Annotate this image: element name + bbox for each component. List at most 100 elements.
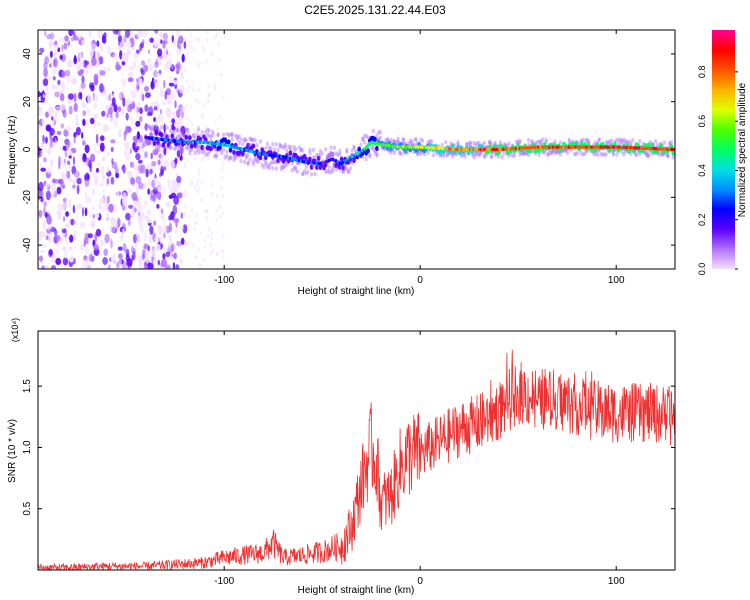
ridge-halo (315, 152, 319, 158)
noise-speckle (68, 105, 73, 115)
ridge-halo (301, 171, 305, 176)
noise-speckle (115, 111, 119, 119)
noise-speckle (215, 217, 218, 222)
ridge-halo (311, 155, 315, 160)
ridge-cell (403, 147, 407, 154)
noise-speckle (144, 200, 148, 206)
ridge-halo (624, 138, 628, 144)
ridge-halo (271, 141, 275, 147)
noise-speckle (110, 216, 116, 225)
noise-speckle (125, 125, 128, 135)
noise-speckle (205, 150, 209, 155)
noise-speckle (168, 222, 172, 233)
ridge-cell (170, 133, 175, 139)
noise-speckle (176, 109, 181, 118)
ridge-halo (193, 135, 197, 141)
noise-speckle (139, 107, 143, 115)
noise-speckle (164, 264, 171, 269)
ridge-halo (652, 142, 656, 148)
noise-speckle (197, 38, 201, 43)
snr-frame (37, 330, 676, 571)
noise-speckle (76, 177, 82, 185)
ridge-halo (241, 142, 245, 147)
spectrogram-x-ticks: -100 0 100 (214, 30, 625, 286)
noise-speckle (43, 67, 48, 78)
noise-speckle (38, 262, 41, 268)
ridge-halo (502, 151, 506, 156)
ridge-halo (186, 131, 190, 136)
snr-y-axis-label: SNR (10 * v/v) (7, 419, 18, 483)
noise-speckle (91, 57, 97, 66)
noise-speckle (205, 209, 208, 213)
noise-speckle (176, 175, 182, 184)
noise-speckle (55, 105, 61, 112)
noise-speckle (38, 142, 41, 147)
colorbar-tick-label: 0.6 (697, 115, 707, 128)
ridge-halo (362, 140, 367, 145)
ridge-halo (338, 152, 342, 157)
snr-x-axis-label: Height of straight line (km) (298, 585, 415, 596)
ridge-cell (355, 154, 360, 160)
noise-speckle (43, 157, 47, 163)
snr-x-ticks: -100 0 100 (214, 331, 625, 587)
noise-speckle (57, 202, 62, 212)
ridge-halo (426, 140, 430, 145)
noise-speckle (184, 162, 187, 167)
noise-speckle (160, 165, 165, 175)
ridge-halo (285, 148, 289, 154)
noise-speckle (219, 214, 222, 219)
noise-speckle (146, 218, 153, 224)
ridge-halo (362, 134, 367, 139)
noise-speckle (96, 161, 101, 166)
noise-speckle (165, 111, 169, 117)
noise-speckle (100, 206, 105, 211)
ridge-halo (205, 132, 210, 138)
ridge-halo (378, 130, 382, 135)
ridge-halo (283, 163, 287, 168)
noise-speckle (126, 258, 133, 267)
ridge-halo (200, 130, 204, 135)
colorbar-ticks: 0.0 0.2 0.4 0.6 0.8 (697, 66, 738, 275)
noise-speckle (67, 93, 74, 100)
noise-speckle (86, 67, 89, 76)
ridge-halo (421, 138, 425, 143)
noise-speckle (132, 135, 138, 142)
ridge-halo (257, 159, 261, 164)
noise-speckle (63, 42, 68, 50)
ridge-cell (228, 147, 233, 153)
ridge-halo (197, 149, 201, 155)
noise-speckle (39, 249, 45, 254)
noise-speckle (93, 113, 99, 120)
noise-speckle (45, 182, 50, 188)
ridge-halo (168, 145, 173, 151)
ridge-halo (581, 137, 585, 143)
ridge-halo (154, 145, 158, 150)
ridge-halo (228, 156, 233, 161)
noise-speckle (68, 30, 74, 37)
ridge-halo (666, 153, 670, 159)
noise-speckle (154, 30, 159, 34)
noise-speckle (154, 177, 157, 185)
noise-speckle (163, 166, 167, 171)
noise-speckle (181, 105, 186, 113)
spectrogram-x-tick-label: 100 (608, 275, 625, 286)
ridge-halo (384, 138, 388, 143)
noise-speckle (50, 50, 53, 58)
noise-speckle (145, 168, 149, 178)
ridge-halo (572, 151, 577, 157)
ridge-halo (292, 148, 296, 154)
ridge-halo (553, 150, 557, 155)
noise-speckle (39, 190, 44, 198)
noise-speckle (99, 56, 104, 65)
noise-speckle (140, 69, 145, 76)
noise-speckle (125, 151, 131, 161)
noise-speckle (66, 126, 71, 132)
noise-speckle (85, 196, 92, 204)
noise-speckle (90, 154, 95, 163)
colorbar-gradient (712, 30, 735, 269)
noise-speckle (194, 185, 197, 190)
noise-speckle (150, 80, 156, 90)
figure-title: C2E5.2025.131.22.44.E03 (304, 3, 446, 17)
noise-speckle (128, 66, 134, 71)
noise-speckle (194, 157, 197, 162)
